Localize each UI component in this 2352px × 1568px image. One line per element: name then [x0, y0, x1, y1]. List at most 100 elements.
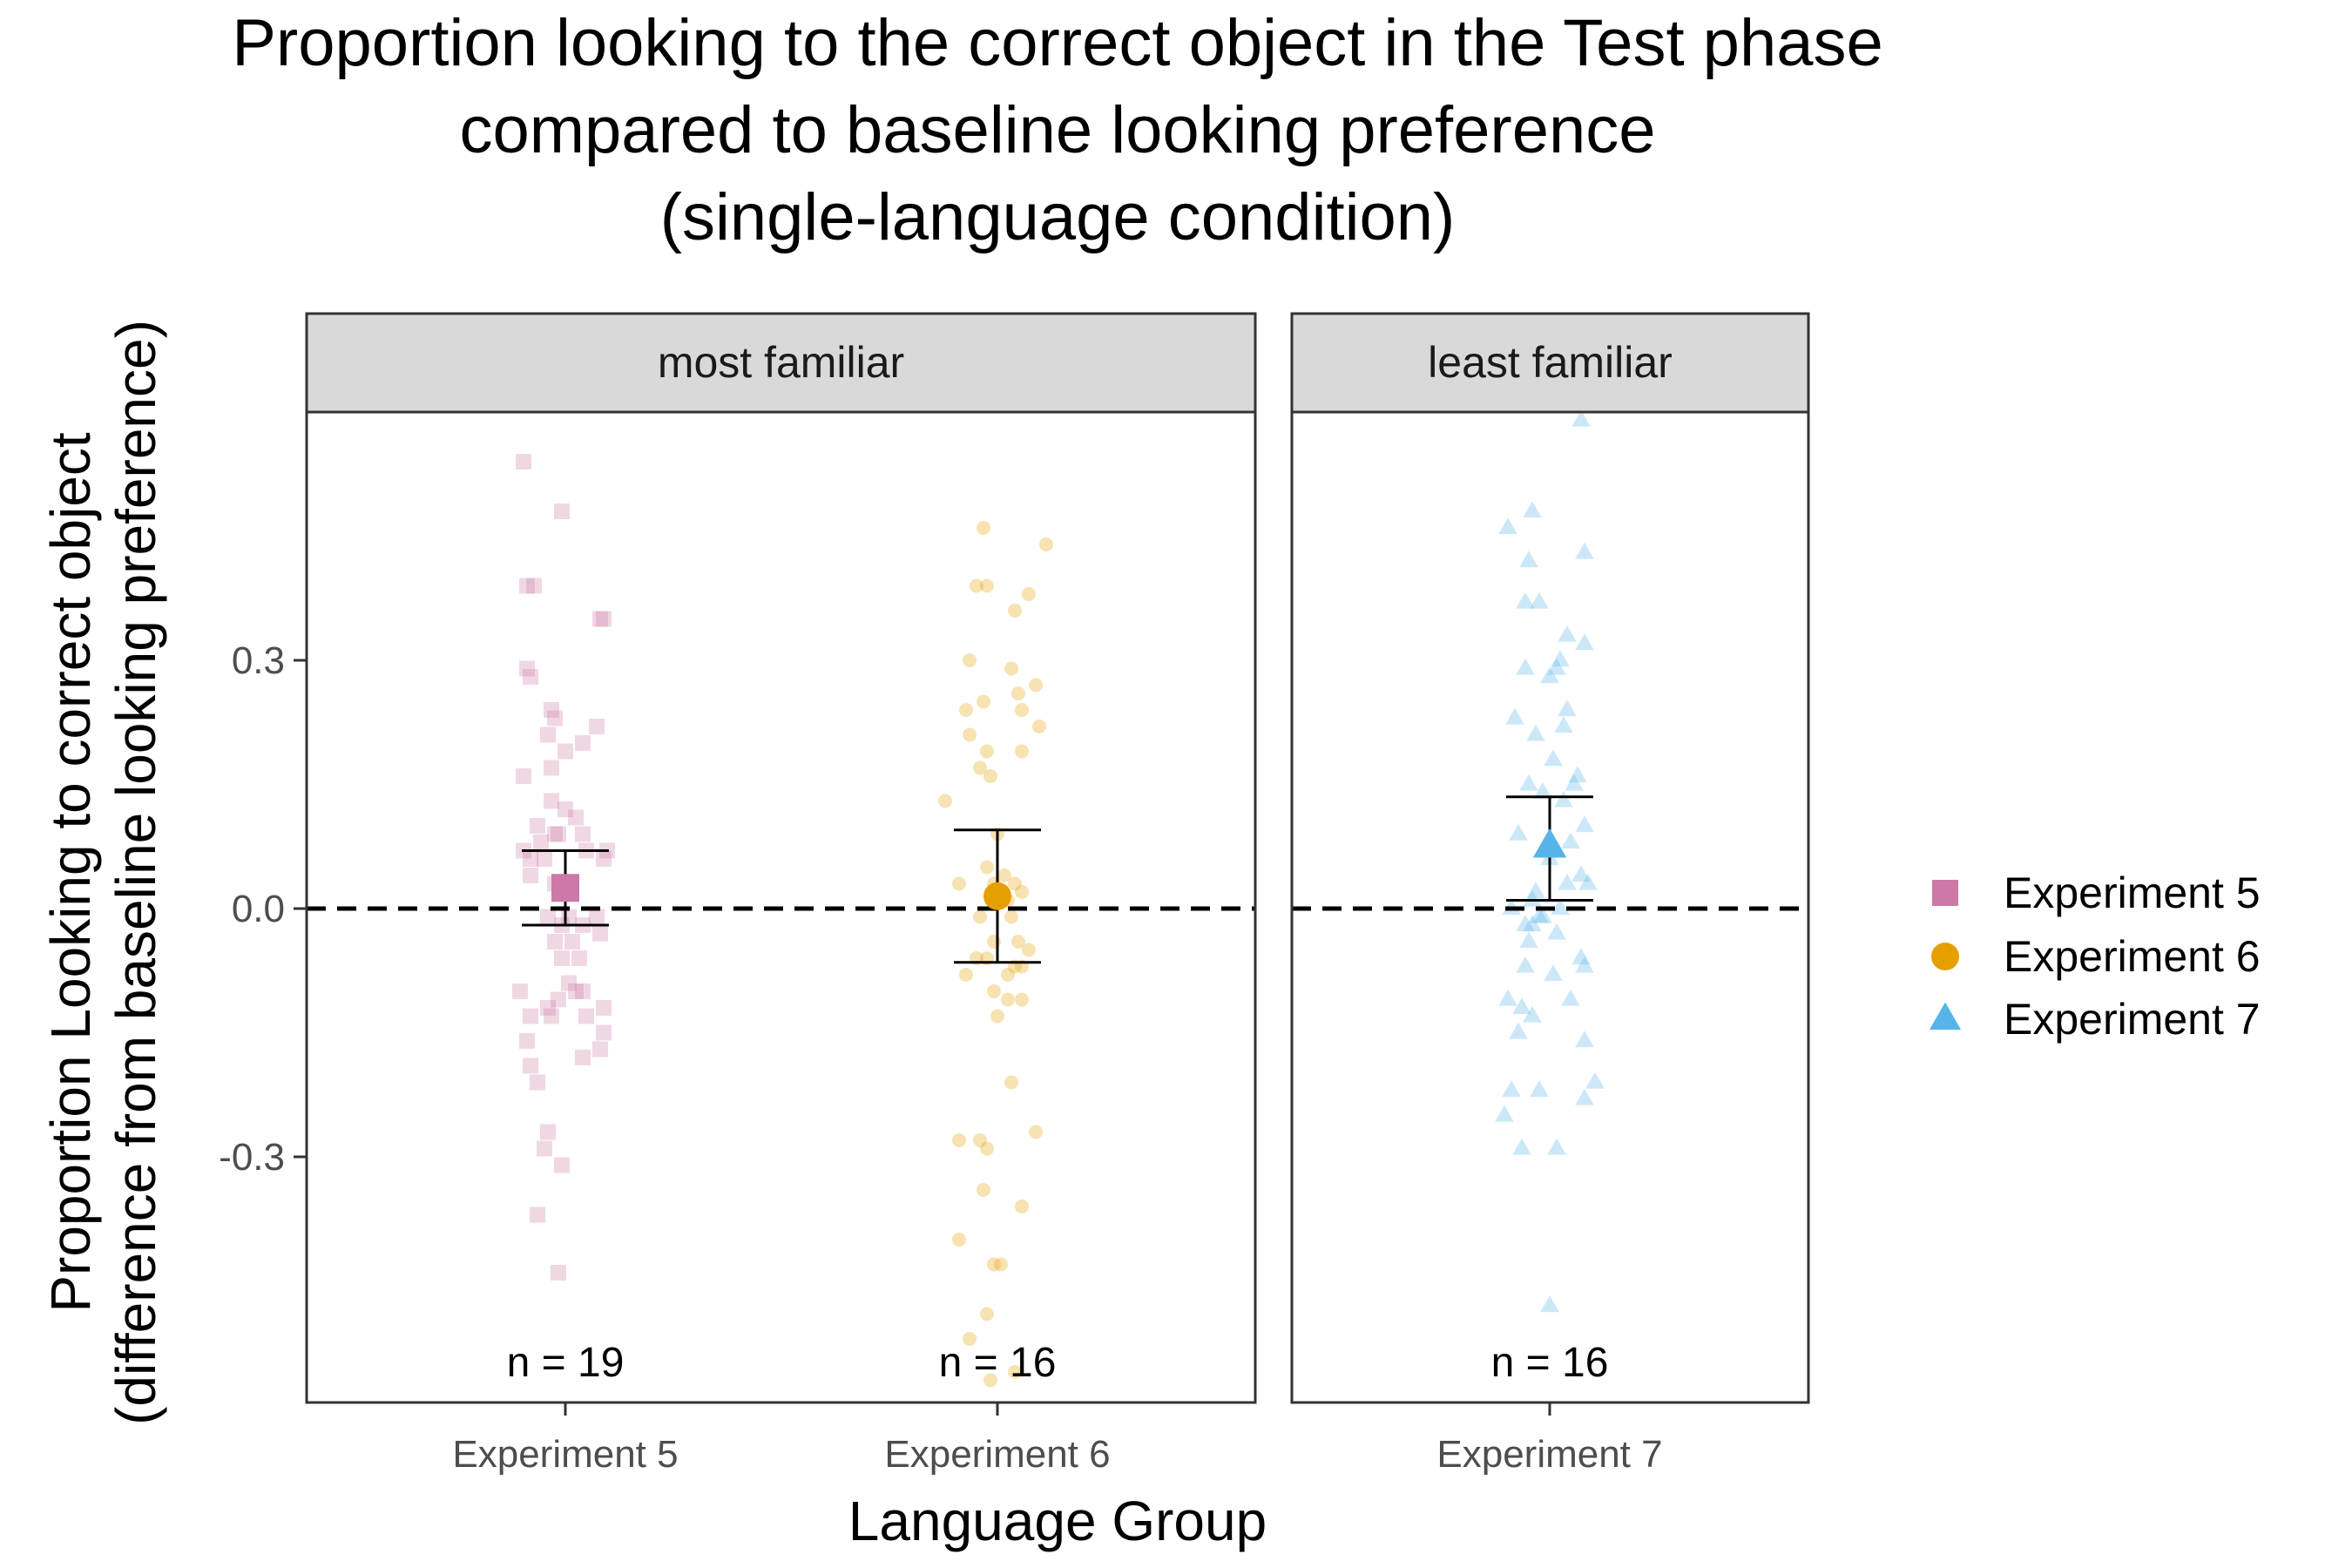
legend-key	[1930, 1002, 1961, 1030]
data-point	[1554, 716, 1573, 733]
data-point	[1004, 909, 1018, 924]
data-point	[1502, 1080, 1521, 1098]
data-point	[1523, 889, 1542, 907]
data-point	[1498, 517, 1517, 535]
data-point	[1547, 658, 1566, 675]
data-point	[592, 611, 608, 627]
data-point	[1561, 989, 1580, 1006]
data-point	[540, 1124, 556, 1140]
data-point	[1022, 943, 1036, 957]
data-point	[592, 925, 608, 942]
data-point	[1571, 412, 1591, 427]
legend-label: Experiment 7	[2004, 995, 2261, 1044]
legend-item: Experiment 6	[1931, 932, 2261, 981]
data-point	[1568, 766, 1587, 783]
data-point	[1004, 661, 1018, 676]
data-point	[977, 694, 990, 709]
data-point	[561, 909, 577, 925]
data-point	[980, 1307, 994, 1321]
data-point	[987, 935, 1001, 949]
data-point	[952, 1133, 966, 1147]
data-point	[1015, 885, 1029, 899]
data-point	[589, 719, 605, 734]
data-point	[1530, 1080, 1549, 1098]
data-point	[1533, 782, 1552, 800]
data-point	[1029, 1125, 1043, 1139]
data-point	[1575, 956, 1594, 973]
data-point	[1516, 915, 1535, 932]
data-point	[575, 735, 591, 751]
data-point	[592, 1041, 608, 1058]
data-point	[963, 653, 977, 667]
data-point	[544, 702, 559, 718]
facet-strip-label: most familiar	[658, 338, 904, 387]
data-point	[1512, 997, 1531, 1015]
data-point	[571, 950, 587, 966]
mean-point	[551, 874, 579, 902]
data-point	[1498, 989, 1517, 1006]
y-tick-label: 0.0	[232, 888, 285, 930]
data-point	[1547, 923, 1566, 940]
data-point	[1516, 658, 1535, 675]
data-point	[1558, 700, 1577, 717]
chart-title: Proportion looking to the correct object…	[232, 6, 1883, 254]
y-tick-label: -0.3	[219, 1136, 285, 1179]
data-point	[596, 611, 612, 627]
data-point	[558, 801, 573, 817]
data-point	[540, 909, 556, 925]
mean-point	[983, 882, 1011, 910]
data-point	[523, 1008, 538, 1024]
mean-point	[1532, 828, 1567, 858]
data-point	[519, 578, 535, 594]
data-point	[1001, 992, 1015, 1007]
y-tick-label: 0.3	[232, 639, 285, 682]
data-point	[558, 743, 573, 760]
data-point	[551, 826, 566, 842]
data-point	[997, 868, 1011, 882]
data-point	[1022, 587, 1036, 601]
data-point	[540, 727, 556, 743]
legend-item: Experiment 7	[1930, 995, 2261, 1044]
data-point	[1015, 744, 1029, 759]
data-point	[952, 1233, 966, 1247]
sample-size-label: n = 19	[507, 1340, 625, 1386]
data-point	[519, 1033, 535, 1049]
legend-label: Experiment 6	[2004, 932, 2261, 981]
data-point	[519, 660, 535, 677]
data-point	[1011, 686, 1025, 700]
data-point	[1575, 542, 1594, 559]
data-point	[987, 1257, 1001, 1272]
data-point	[589, 909, 605, 925]
data-point	[1519, 551, 1538, 568]
data-point	[568, 809, 584, 826]
data-point	[1558, 873, 1577, 890]
data-point	[980, 860, 994, 875]
data-point	[983, 1373, 997, 1388]
data-point	[1540, 666, 1559, 684]
data-point	[1008, 604, 1022, 618]
data-point	[983, 769, 997, 783]
data-point	[1029, 678, 1043, 693]
data-point	[547, 934, 563, 950]
data-point	[1571, 948, 1591, 965]
data-point	[1578, 873, 1598, 890]
data-point	[596, 851, 612, 867]
data-point	[973, 1133, 987, 1147]
data-point	[1505, 707, 1524, 725]
data-point	[537, 851, 552, 867]
data-point	[561, 975, 577, 991]
data-point	[1509, 1022, 1528, 1039]
data-point	[1547, 1138, 1566, 1155]
data-point	[596, 1024, 612, 1041]
chart-title-line: Proportion looking to the correct object…	[232, 6, 1883, 80]
data-point	[512, 983, 528, 999]
data-point	[990, 1009, 1004, 1024]
x-tick-label: Experiment 7	[1436, 1433, 1662, 1476]
chart-title-line: (single-language condition)	[660, 180, 1456, 254]
data-point	[578, 1008, 594, 1024]
data-point	[1558, 625, 1577, 642]
data-point	[526, 578, 542, 594]
x-tick-label: Experiment 6	[884, 1433, 1110, 1476]
sample-size-label: n = 16	[1491, 1340, 1609, 1386]
facet-panels: most familiar n = 19 n = 16 least familiar n…	[305, 312, 1810, 1404]
